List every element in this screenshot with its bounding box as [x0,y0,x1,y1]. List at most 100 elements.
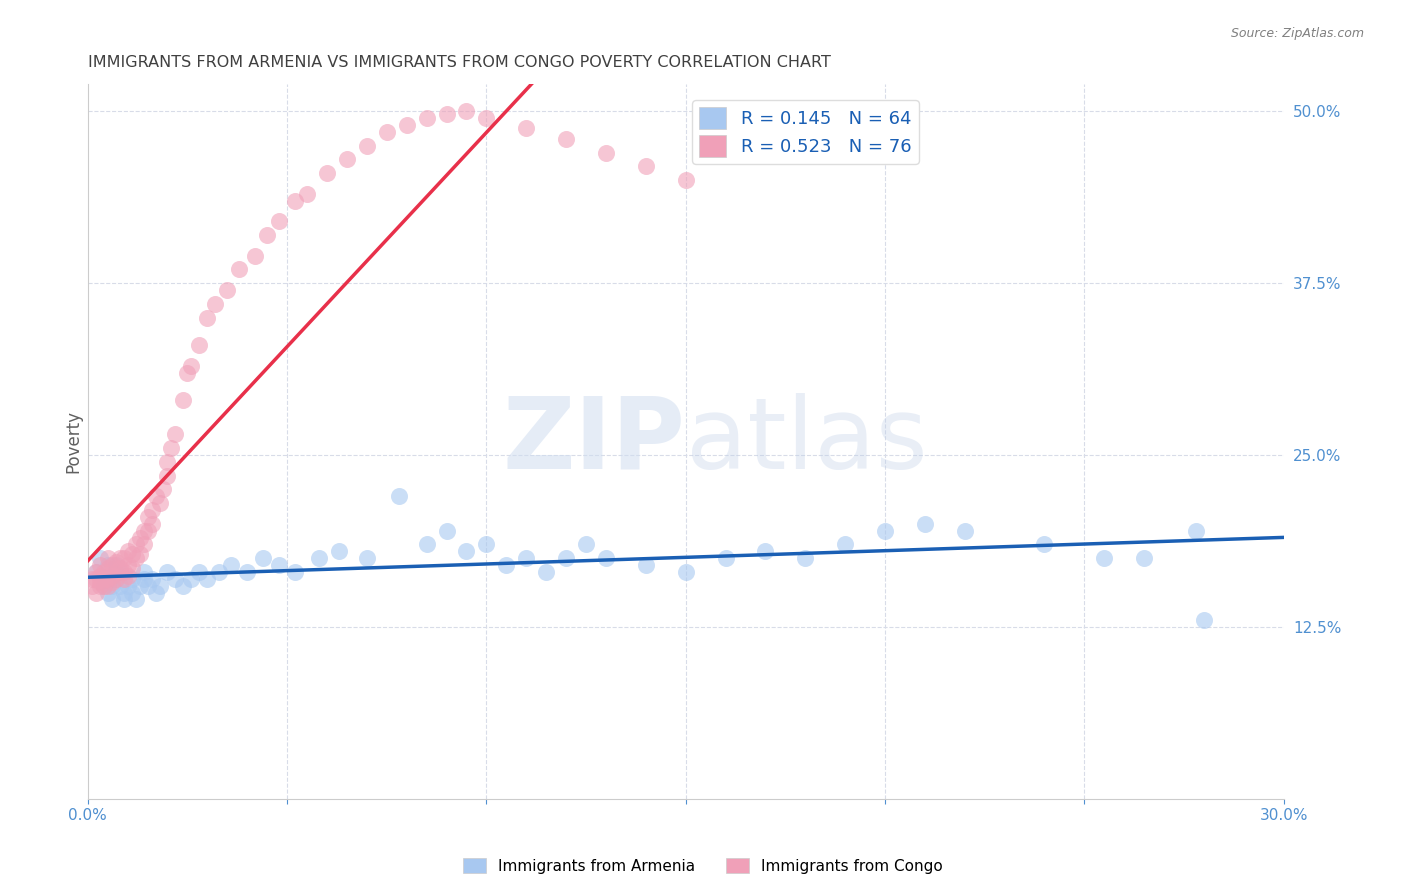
Point [415,537,437,551]
Point [93,572,115,586]
Point [269,558,291,572]
Legend: R = 0.145   N = 64, R = 0.523   N = 76: R = 0.145 N = 64, R = 0.523 N = 76 [692,100,918,164]
Point [388,489,411,503]
Point [172,392,194,407]
Point [117,579,139,593]
Point [84,565,107,579]
Point [93,579,115,593]
Point [634,558,657,572]
Point [165,572,187,586]
Point [180,572,202,586]
Point [136,579,159,593]
Point [97,572,120,586]
Point [112,592,135,607]
Point [495,558,517,572]
Point [100,558,122,572]
Point [108,561,131,575]
Point [228,262,250,277]
Point [236,565,259,579]
Point [316,166,339,180]
Point [534,565,557,579]
Point [436,524,458,538]
Point [117,544,139,558]
Point [141,572,163,586]
Point [156,565,179,579]
Point [145,585,167,599]
Point [1092,551,1115,566]
Point [89,551,111,566]
Point [104,558,127,572]
Point [269,214,291,228]
Point [284,194,307,208]
Point [794,551,817,566]
Point [100,592,122,607]
Point [356,138,378,153]
Point [436,107,458,121]
Legend: Immigrants from Armenia, Immigrants from Congo: Immigrants from Armenia, Immigrants from… [457,852,949,880]
Point [97,551,120,566]
Point [156,468,179,483]
Point [219,558,242,572]
Point [128,531,150,545]
Point [475,537,498,551]
Point [148,496,170,510]
Point [145,489,167,503]
Point [953,524,976,538]
Point [80,572,103,586]
Point [136,524,159,538]
Point [112,551,135,566]
Point [456,104,478,119]
Point [112,572,135,586]
Point [515,120,537,135]
Point [356,551,378,566]
Point [117,569,139,583]
Point [328,544,350,558]
Point [555,132,578,146]
Point [121,585,143,599]
Point [89,558,111,572]
Text: IMMIGRANTS FROM ARMENIA VS IMMIGRANTS FROM CONGO POVERTY CORRELATION CHART: IMMIGRANTS FROM ARMENIA VS IMMIGRANTS FR… [87,55,831,70]
Point [136,509,159,524]
Point [165,427,187,442]
Point [1192,613,1215,627]
Point [97,579,120,593]
Point [84,572,107,586]
Point [754,544,776,558]
Point [128,547,150,561]
Point [104,572,127,586]
Point [89,569,111,583]
Point [104,555,127,569]
Point [172,579,194,593]
Point [256,228,278,243]
Point [195,572,218,586]
Point [675,565,697,579]
Point [415,111,437,125]
Point [117,558,139,572]
Point [1033,537,1056,551]
Point [914,516,936,531]
Point [132,537,155,551]
Point [252,551,274,566]
Point [112,565,135,579]
Point [89,574,111,589]
Point [121,572,143,586]
Point [1133,551,1156,566]
Point [873,524,896,538]
Point [284,565,307,579]
Point [100,569,122,583]
Point [124,592,146,607]
Point [204,297,226,311]
Point [456,544,478,558]
Text: atlas: atlas [686,392,928,490]
Point [595,551,617,566]
Point [834,537,856,551]
Point [108,579,131,593]
Point [595,145,617,160]
Point [108,565,131,579]
Point [176,366,198,380]
Point [148,579,170,593]
Point [100,579,122,593]
Point [634,159,657,173]
Point [336,153,359,167]
Point [132,572,155,586]
